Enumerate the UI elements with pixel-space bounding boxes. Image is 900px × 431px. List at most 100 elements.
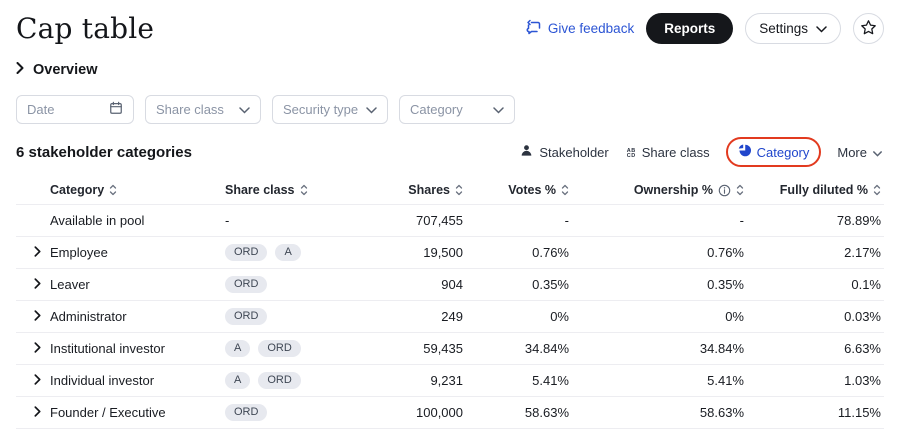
- expand-row-button[interactable]: [16, 373, 46, 388]
- chevron-down-icon: [493, 102, 504, 117]
- chevron-right-icon: [33, 245, 41, 260]
- votes-cell: 0.76%: [532, 245, 569, 260]
- table-row-institutional-investor: Institutional investor A ORD 59,435 34.84% 34…: [16, 333, 884, 365]
- view-toggle-category[interactable]: Category: [736, 140, 812, 164]
- column-header-category[interactable]: Category: [46, 183, 206, 197]
- favorite-button[interactable]: [853, 13, 884, 44]
- chevron-right-icon: [33, 341, 41, 356]
- view-toggle-more[interactable]: More: [835, 141, 884, 164]
- shares-cell: 59,435: [423, 341, 463, 356]
- shares-cell: 100,000: [416, 405, 463, 420]
- filter-security-type[interactable]: Security type: [272, 95, 388, 124]
- share-class-cell: ORD A: [206, 244, 330, 261]
- chevron-right-icon: [33, 405, 41, 420]
- sort-icon: [873, 184, 881, 196]
- view-toggle-label: Stakeholder: [539, 144, 609, 160]
- share-class-cell: A ORD: [206, 340, 330, 357]
- votes-cell: 0%: [550, 309, 569, 324]
- calendar-icon: [109, 101, 123, 118]
- chevron-right-icon: [33, 277, 41, 292]
- give-feedback-label: Give feedback: [547, 21, 635, 36]
- view-toggle-stakeholder[interactable]: Stakeholder: [518, 140, 610, 164]
- column-header-ownership[interactable]: Ownership %: [572, 183, 747, 197]
- ownership-cell: 0%: [725, 309, 744, 324]
- filter-placeholder: Date: [27, 102, 55, 117]
- votes-cell: 5.41%: [532, 373, 569, 388]
- fully-diluted-cell: 2.17%: [844, 245, 881, 260]
- view-toggle-label: Category: [756, 144, 810, 160]
- sort-icon: [300, 184, 308, 196]
- sort-icon: [109, 184, 117, 196]
- sort-icon: [736, 184, 744, 196]
- table-body: Available in pool - 707,455 - - 78.89% Employe…: [16, 205, 884, 429]
- person-icon: [520, 144, 533, 160]
- share-class-badge: ORD: [258, 372, 301, 389]
- category-cell: Available in pool: [50, 213, 145, 228]
- filter-category[interactable]: Category: [399, 95, 515, 124]
- share-class-cell: -: [206, 213, 330, 228]
- column-header-share-class[interactable]: Share class: [206, 183, 330, 197]
- chevron-right-icon: [16, 61, 24, 79]
- ownership-cell: 58.63%: [699, 405, 744, 420]
- share-class-badge: A: [275, 244, 301, 261]
- column-header-label: Fully diluted %: [779, 183, 868, 197]
- overview-toggle[interactable]: Overview: [16, 60, 884, 80]
- category-cell: Leaver: [50, 277, 90, 292]
- column-header-label: Shares: [408, 183, 450, 197]
- shares-cell: 904: [441, 277, 463, 292]
- settings-button[interactable]: Settings: [745, 13, 841, 44]
- share-class-cell: ORD: [206, 276, 330, 293]
- filter-date[interactable]: Date: [16, 95, 134, 124]
- share-class-badge: A: [225, 340, 251, 357]
- table-row-individual-investor: Individual investor A ORD 9,231 5.41% 5.41% 1.…: [16, 365, 884, 397]
- settings-label: Settings: [759, 21, 808, 36]
- column-header-votes[interactable]: Votes %: [466, 183, 572, 197]
- ownership-cell: 0.76%: [707, 245, 744, 260]
- feedback-icon: [526, 19, 542, 38]
- fully-diluted-cell: 0.03%: [844, 309, 881, 324]
- page-title: Cap table: [16, 12, 155, 45]
- expand-row-button[interactable]: [16, 277, 46, 292]
- filter-share-class[interactable]: Share class: [145, 95, 261, 124]
- filter-bar: Date Share class Security type Category: [16, 95, 884, 124]
- share-class-cell: A ORD: [206, 372, 330, 389]
- empty-value: -: [225, 213, 230, 228]
- give-feedback-button[interactable]: Give feedback: [526, 19, 634, 38]
- shares-cell: 249: [441, 309, 463, 324]
- reports-label: Reports: [664, 21, 716, 36]
- share-class-badge: ORD: [225, 276, 268, 293]
- table-row-administrator: Administrator ORD 249 0% 0% 0.03%: [16, 301, 884, 333]
- chevron-down-icon: [816, 21, 827, 36]
- view-toggle-share-class[interactable]: AB CD Share class: [625, 141, 712, 164]
- overview-label: Overview: [33, 62, 98, 78]
- filter-placeholder: Security type: [283, 102, 359, 117]
- top-bar: Cap table Give feedback Reports Settings: [16, 0, 884, 52]
- section-header: 6 stakeholder categories Stakeholder AB CD…: [16, 137, 884, 167]
- share-class-badge: ORD: [258, 340, 301, 357]
- votes-cell: 0.35%: [532, 277, 569, 292]
- expand-row-button[interactable]: [16, 405, 46, 420]
- column-header-fully-diluted[interactable]: Fully diluted %: [747, 183, 884, 197]
- ownership-cell: -: [739, 213, 744, 228]
- shares-cell: 9,231: [430, 373, 463, 388]
- fully-diluted-cell: 78.89%: [836, 213, 881, 228]
- table-row-leaver: Leaver ORD 904 0.35% 0.35% 0.1%: [16, 269, 884, 301]
- share-class-cell: ORD: [206, 308, 330, 325]
- expand-row-button[interactable]: [16, 309, 46, 324]
- view-toggle-label: More: [837, 144, 867, 160]
- column-header-shares[interactable]: Shares: [330, 183, 466, 197]
- reports-button[interactable]: Reports: [646, 13, 734, 44]
- column-header-label: Votes %: [508, 183, 556, 197]
- chevron-right-icon: [33, 373, 41, 388]
- expand-row-button[interactable]: [16, 245, 46, 260]
- ownership-cell: 0.35%: [707, 277, 744, 292]
- shares-cell: 19,500: [423, 245, 463, 260]
- info-icon[interactable]: [718, 184, 731, 197]
- share-class-cell: ORD: [206, 404, 330, 421]
- filter-placeholder: Share class: [156, 102, 224, 117]
- ownership-cell: 5.41%: [707, 373, 744, 388]
- view-toggles: Stakeholder AB CD Share class Category More: [518, 137, 884, 167]
- chevron-down-icon: [239, 102, 250, 117]
- expand-row-button[interactable]: [16, 341, 46, 356]
- share-class-badge: ORD: [225, 308, 268, 325]
